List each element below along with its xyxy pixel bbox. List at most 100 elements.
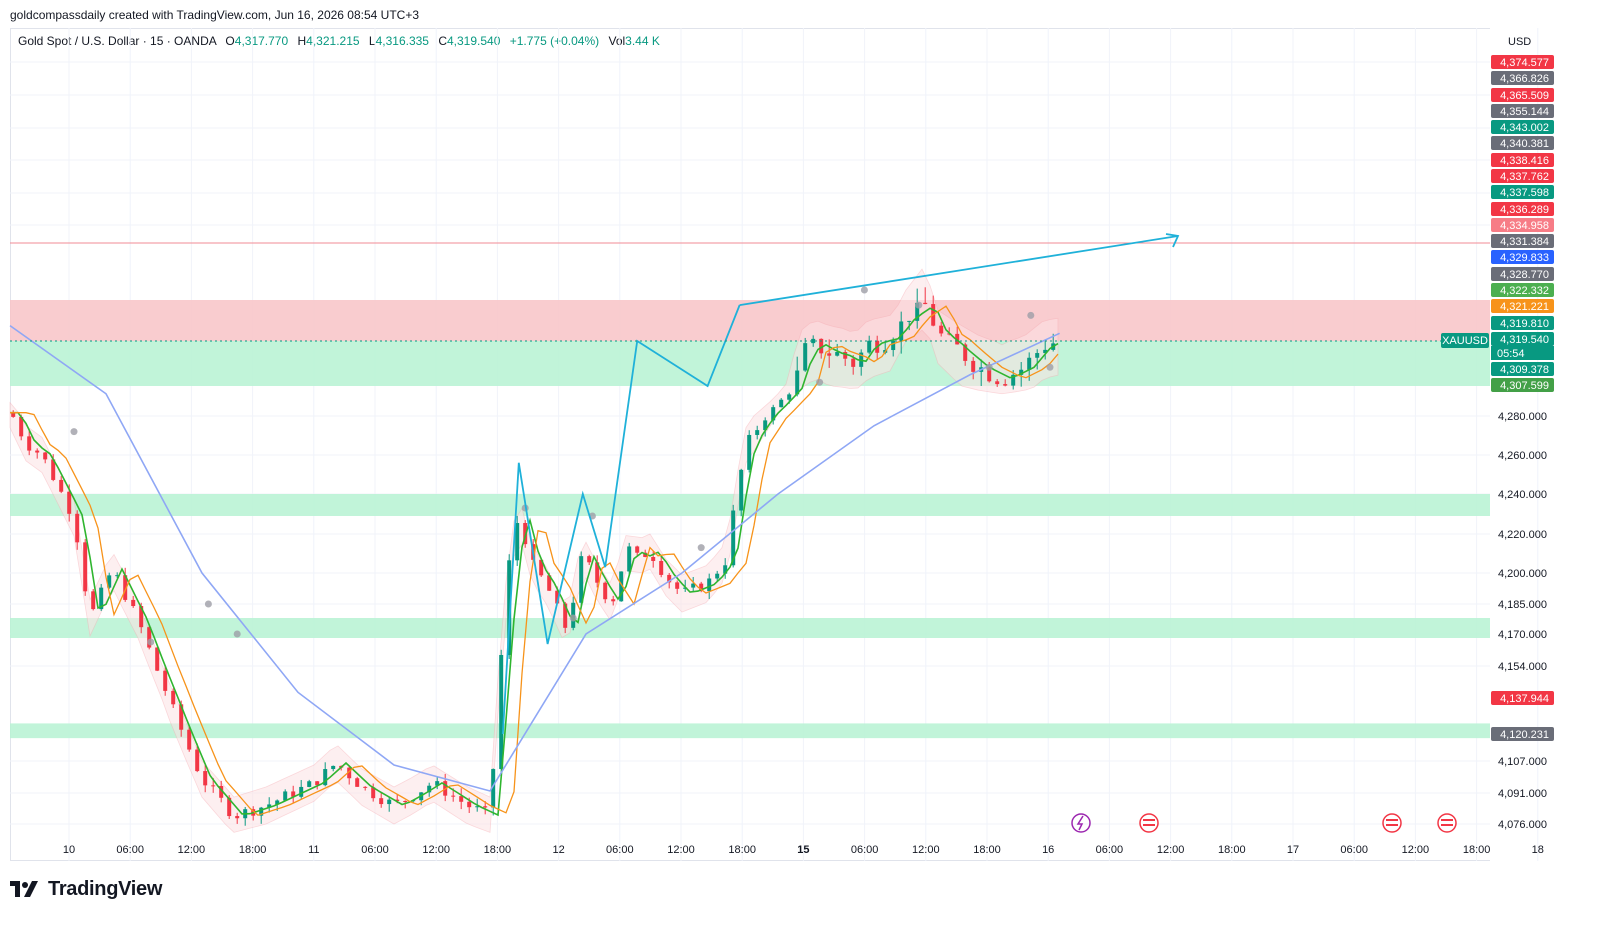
candle-body: [939, 325, 944, 334]
candle-body: [867, 340, 872, 353]
candle-body: [355, 778, 360, 787]
candle-body: [819, 338, 824, 354]
candle-body: [715, 573, 720, 579]
x-axis-label: 06:00: [116, 844, 144, 856]
close-label: C: [438, 34, 447, 48]
candle-body: [195, 749, 200, 772]
candle-body: [299, 786, 304, 797]
price-label-bg: [1491, 234, 1554, 248]
candle-body: [755, 430, 760, 435]
currency-button[interactable]: USD: [1508, 36, 1532, 48]
x-axis-label: 16: [1042, 844, 1054, 856]
price-label-text: 4,337.762: [1500, 171, 1549, 183]
candle-body: [747, 434, 752, 470]
pivot-dot: [1027, 311, 1035, 319]
x-axis-label: 18: [1532, 844, 1544, 856]
price-label-bg: [1491, 332, 1554, 346]
x-axis-label: 06:00: [1096, 844, 1124, 856]
y-axis-label: 4,170.000: [1498, 629, 1547, 641]
candle-body: [283, 791, 288, 801]
price-label-text: 4,137.944: [1500, 693, 1549, 705]
candle-body: [1035, 353, 1040, 358]
price-label-badge: 4,321.221: [1491, 299, 1554, 313]
candle-body: [723, 565, 728, 574]
candle-body: [779, 399, 784, 408]
x-axis-label: 18:00: [1463, 844, 1491, 856]
price-label-bg: [1491, 120, 1554, 134]
candle-body: [115, 575, 120, 577]
plot-area[interactable]: [10, 28, 1490, 861]
price-label-text: 4,328.770: [1500, 269, 1549, 281]
candle-body: [139, 606, 144, 628]
us-flag-stripe: [1386, 819, 1398, 821]
tradingview-logo-icon: [10, 880, 38, 897]
candle-body: [667, 574, 672, 583]
support-zone: [10, 494, 1490, 516]
price-label-badge: 4,309.378: [1491, 362, 1554, 376]
price-label-bg: [1491, 691, 1554, 705]
price-label-badge: 4,334.958: [1491, 218, 1554, 232]
candle-body: [995, 381, 1000, 385]
x-axis-label: 18:00: [484, 844, 512, 856]
candle-body: [899, 321, 904, 341]
price-label-text: 4,336.289: [1500, 204, 1549, 216]
candle-body: [59, 479, 64, 492]
candle-body: [971, 360, 976, 372]
open-label: O: [225, 34, 235, 48]
price-label-badge: 4,137.944: [1491, 691, 1554, 705]
candle-body: [739, 469, 744, 511]
candle-body: [163, 670, 168, 691]
chart-credit: goldcompassdaily created with TradingVie…: [10, 8, 420, 22]
low-value: 4,316.335: [375, 34, 429, 48]
candle-body: [579, 556, 584, 603]
candle-body: [635, 546, 640, 553]
x-axis-label: 06:00: [1340, 844, 1368, 856]
price-label-bg: [1491, 283, 1554, 297]
candle-body: [507, 560, 512, 656]
lightning-event-icon: [1071, 813, 1091, 833]
candle-body: [675, 582, 680, 589]
candle-body: [427, 785, 432, 793]
candle-body: [515, 523, 520, 561]
open-value: 4,317.770: [234, 34, 289, 48]
candle-body: [1019, 369, 1024, 375]
us-flag-stripe: [1441, 819, 1453, 821]
x-axis-label: 06:00: [361, 844, 389, 856]
candle-body: [651, 556, 656, 561]
pivot-dot: [233, 630, 241, 638]
candle-body: [603, 582, 608, 600]
y-axis-label: 4,091.000: [1498, 788, 1547, 800]
candle-body: [11, 412, 16, 417]
y-axis-label: 4,220.000: [1498, 529, 1547, 541]
candle-body: [491, 769, 496, 808]
x-axis-label: 12:00: [667, 844, 695, 856]
price-label-bg: [1491, 218, 1554, 232]
x-axis-label: 06:00: [606, 844, 634, 856]
price-label-text: 4,366.826: [1500, 73, 1549, 85]
x-axis-label: 18:00: [973, 844, 1001, 856]
candle-body: [475, 806, 480, 808]
pivot-dot: [1046, 363, 1054, 371]
candle-body: [91, 591, 96, 610]
high-label: H: [297, 34, 307, 48]
candle-body: [987, 367, 992, 382]
price-label-badge: 4,331.384: [1491, 234, 1554, 248]
x-axis-label: 06:00: [851, 844, 879, 856]
price-label-badge: 4,329.833: [1491, 250, 1554, 264]
pivot-dot: [569, 614, 577, 622]
symbol-name[interactable]: Gold Spot / U.S. Dollar · 15 · OANDA: [18, 34, 217, 48]
candle-body: [19, 416, 24, 437]
y-axis-label: 4,240.000: [1498, 489, 1547, 501]
price-label-bg: [1491, 71, 1554, 85]
tradingview-logo-text: TradingView: [48, 878, 163, 900]
price-label-text: 4,374.577: [1500, 57, 1549, 69]
candle-body: [595, 562, 600, 583]
candle-body: [259, 807, 264, 816]
price-label-badge: 4,336.289: [1491, 202, 1554, 216]
candle-body: [707, 578, 712, 592]
tradingview-logo[interactable]: TradingView: [10, 878, 162, 901]
candle-body: [763, 420, 768, 431]
x-axis-label: 12:00: [1402, 844, 1430, 856]
candle-body: [923, 302, 928, 305]
